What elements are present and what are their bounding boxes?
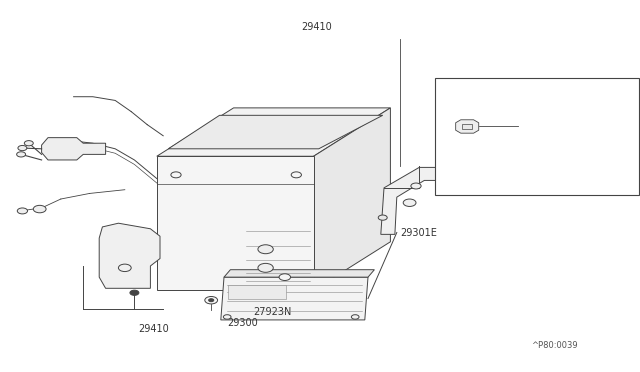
Polygon shape xyxy=(168,115,383,149)
Text: 29410: 29410 xyxy=(301,22,332,32)
Circle shape xyxy=(403,199,416,206)
Polygon shape xyxy=(314,108,390,290)
Circle shape xyxy=(171,172,181,178)
Circle shape xyxy=(209,299,214,302)
Circle shape xyxy=(118,264,131,272)
Text: 29410: 29410 xyxy=(138,324,169,334)
Circle shape xyxy=(279,274,291,280)
Polygon shape xyxy=(42,138,106,160)
Circle shape xyxy=(351,315,359,319)
Circle shape xyxy=(18,145,27,151)
Polygon shape xyxy=(157,156,314,290)
Polygon shape xyxy=(157,108,390,156)
Text: HITACHI: HITACHI xyxy=(461,166,502,176)
Circle shape xyxy=(130,290,139,295)
Circle shape xyxy=(411,183,421,189)
Polygon shape xyxy=(224,270,374,277)
Circle shape xyxy=(17,208,28,214)
Text: 27923N: 27923N xyxy=(522,125,560,135)
Polygon shape xyxy=(456,120,479,133)
Text: 29301E: 29301E xyxy=(400,228,437,237)
Circle shape xyxy=(291,172,301,178)
Polygon shape xyxy=(221,277,368,320)
Circle shape xyxy=(378,215,387,220)
Text: ^P80:0039: ^P80:0039 xyxy=(531,341,578,350)
Circle shape xyxy=(24,141,33,146)
Text: 27923N: 27923N xyxy=(253,307,291,317)
Circle shape xyxy=(17,152,26,157)
Bar xyxy=(435,78,639,195)
Text: 29300: 29300 xyxy=(227,318,258,328)
Circle shape xyxy=(205,296,218,304)
Polygon shape xyxy=(99,223,160,288)
Circle shape xyxy=(258,263,273,272)
Circle shape xyxy=(258,245,273,254)
Bar xyxy=(228,285,286,299)
Polygon shape xyxy=(381,167,438,234)
Circle shape xyxy=(33,205,46,213)
Circle shape xyxy=(223,315,231,319)
Bar xyxy=(462,124,472,129)
